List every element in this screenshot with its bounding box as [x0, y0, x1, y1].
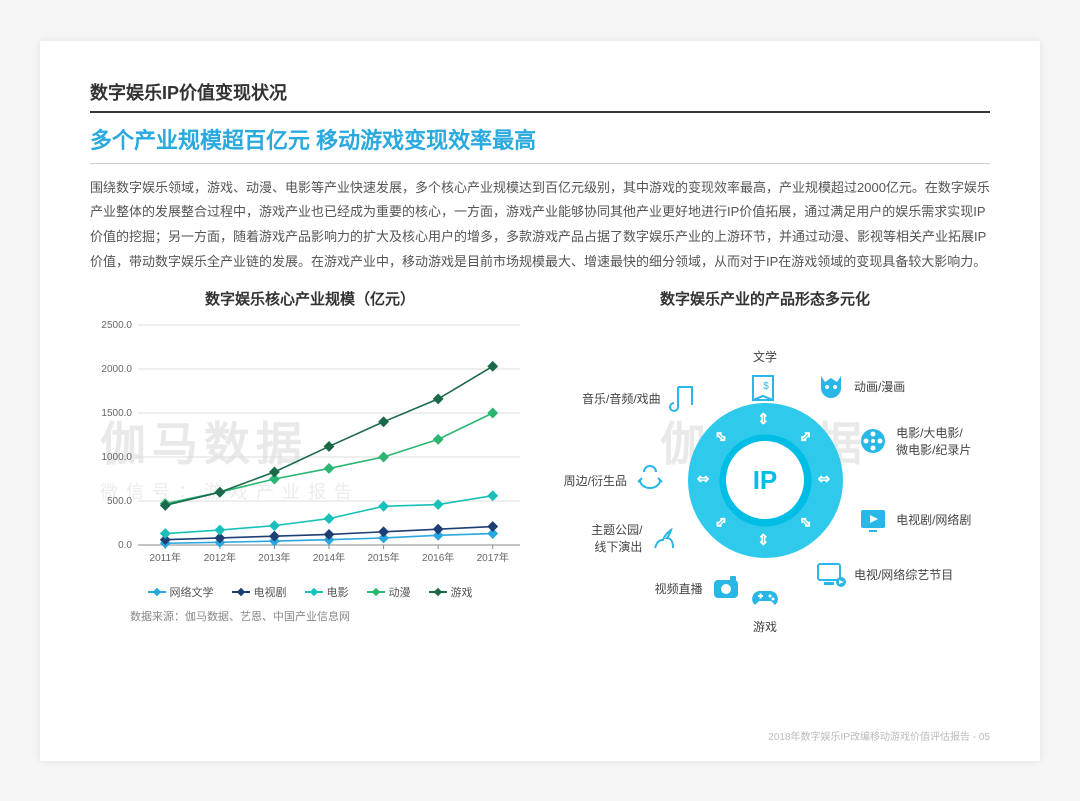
- slide: 数字娱乐IP价值变现状况 多个产业规模超百亿元 移动游戏变现效率最高 围绕数字娱…: [40, 41, 1040, 761]
- diagram-node-livevideo: 视频直播: [655, 571, 743, 605]
- tvseries-icon: [856, 503, 890, 537]
- svg-text:2014年: 2014年: [313, 551, 345, 564]
- diagram-node-literature: $ 文学: [735, 348, 795, 405]
- tvshow-icon: [814, 557, 848, 591]
- ip-core: IP: [726, 441, 804, 519]
- svg-text:1500.0: 1500.0: [101, 408, 132, 419]
- svg-text:1000.0: 1000.0: [101, 452, 132, 463]
- line-chart-svg: 0.0 500.0 1000.0 1500.0 2000.0 2500.0 2011年 201…: [90, 315, 530, 575]
- svg-text:500.0: 500.0: [107, 496, 132, 507]
- data-source: 数据来源：伽马数据、艺恩、中国产业信息网: [130, 608, 530, 624]
- game-icon: [748, 578, 782, 612]
- ring-arrow: ⇕: [757, 530, 770, 548]
- legend-item: 游戏: [429, 584, 473, 600]
- legend-item: 网络文学: [148, 584, 214, 600]
- diagram-node-themepark: 主题公园/线下演出: [591, 521, 682, 555]
- svg-text:2016年: 2016年: [422, 551, 454, 564]
- line-chart: 伽马数据 微信号：游戏产业报告 数字娱乐核心产业规模（亿元） 0.0500.01…: [90, 288, 530, 645]
- line-chart-title: 数字娱乐核心产业规模（亿元）: [90, 288, 530, 309]
- svg-text:2013年: 2013年: [258, 551, 290, 564]
- diagram-node-derivative: 周边/衍生品: [564, 463, 667, 497]
- node-label: 主题公园/线下演出: [591, 521, 642, 555]
- diagram-node-anime: 动画/漫画: [814, 369, 905, 403]
- svg-text:2012年: 2012年: [204, 551, 236, 564]
- charts-row: 伽马数据 微信号：游戏产业报告 数字娱乐核心产业规模（亿元） 0.0500.01…: [90, 288, 990, 645]
- svg-text:2011年: 2011年: [150, 551, 182, 564]
- ip-diagram: 伽马数据 数字娱乐产业的产品形态多元化 IP ⇕⇕⇕⇕⇕⇕⇕⇕$文学音乐/音频/…: [540, 288, 990, 645]
- music-icon: [667, 382, 701, 416]
- anime-icon: [814, 369, 848, 403]
- derivative-icon: [633, 463, 667, 497]
- node-label: 视频直播: [655, 580, 703, 597]
- node-label: 电影/大电影/微电影/纪录片: [896, 424, 971, 458]
- page-footer: 2018年数字娱乐IP改编移动游戏价值评估报告 - 05: [768, 728, 990, 743]
- diagram-node-movie: 电影/大电影/微电影/纪录片: [856, 424, 971, 458]
- movie-icon: [856, 424, 890, 458]
- svg-text:2000.0: 2000.0: [101, 364, 132, 375]
- node-label: 动画/漫画: [854, 378, 905, 395]
- svg-text:$: $: [763, 381, 769, 392]
- ring-arrow: ⇕: [694, 473, 712, 486]
- node-label: 游戏: [753, 618, 777, 635]
- node-label: 文学: [753, 348, 777, 365]
- legend-item: 电视剧: [232, 584, 287, 600]
- node-label: 电视/网络综艺节目: [854, 566, 953, 583]
- diagram-title: 数字娱乐产业的产品形态多元化: [540, 288, 990, 309]
- line-chart-legend: 网络文学 电视剧 电影 动漫 游戏: [90, 584, 530, 600]
- diagram-canvas: IP ⇕⇕⇕⇕⇕⇕⇕⇕$文学音乐/音频/戏曲周边/衍生品主题公园/线下演出视频直…: [555, 315, 975, 645]
- svg-text:2015年: 2015年: [367, 551, 399, 564]
- diagram-node-game: 游戏: [735, 578, 795, 635]
- svg-text:2017年: 2017年: [477, 551, 509, 564]
- node-label: 周边/衍生品: [564, 472, 627, 489]
- section-title: 数字娱乐IP价值变现状况: [90, 79, 990, 113]
- diagram-node-tvshow: 电视/网络综艺节目: [814, 557, 953, 591]
- body-text: 围绕数字娱乐领域，游戏、动漫、电影等产业快速发展，多个核心产业规模达到百亿元级别…: [90, 176, 990, 275]
- themepark-icon: [648, 521, 682, 555]
- node-label: 电视剧/网络剧: [896, 511, 971, 528]
- diagram-node-music: 音乐/音频/戏曲: [582, 382, 701, 416]
- node-label: 音乐/音频/戏曲: [582, 390, 661, 407]
- ring-arrow: ⇕: [814, 473, 832, 486]
- ring-arrow: ⇕: [757, 410, 770, 428]
- diagram-node-tvseries: 电视剧/网络剧: [856, 503, 971, 537]
- headline: 多个产业规模超百亿元 移动游戏变现效率最高: [90, 123, 990, 164]
- svg-text:2500.0: 2500.0: [101, 320, 132, 331]
- literature-icon: $: [748, 371, 782, 405]
- svg-text:0.0: 0.0: [118, 540, 132, 551]
- legend-item: 动漫: [367, 584, 411, 600]
- legend-item: 电影: [305, 584, 349, 600]
